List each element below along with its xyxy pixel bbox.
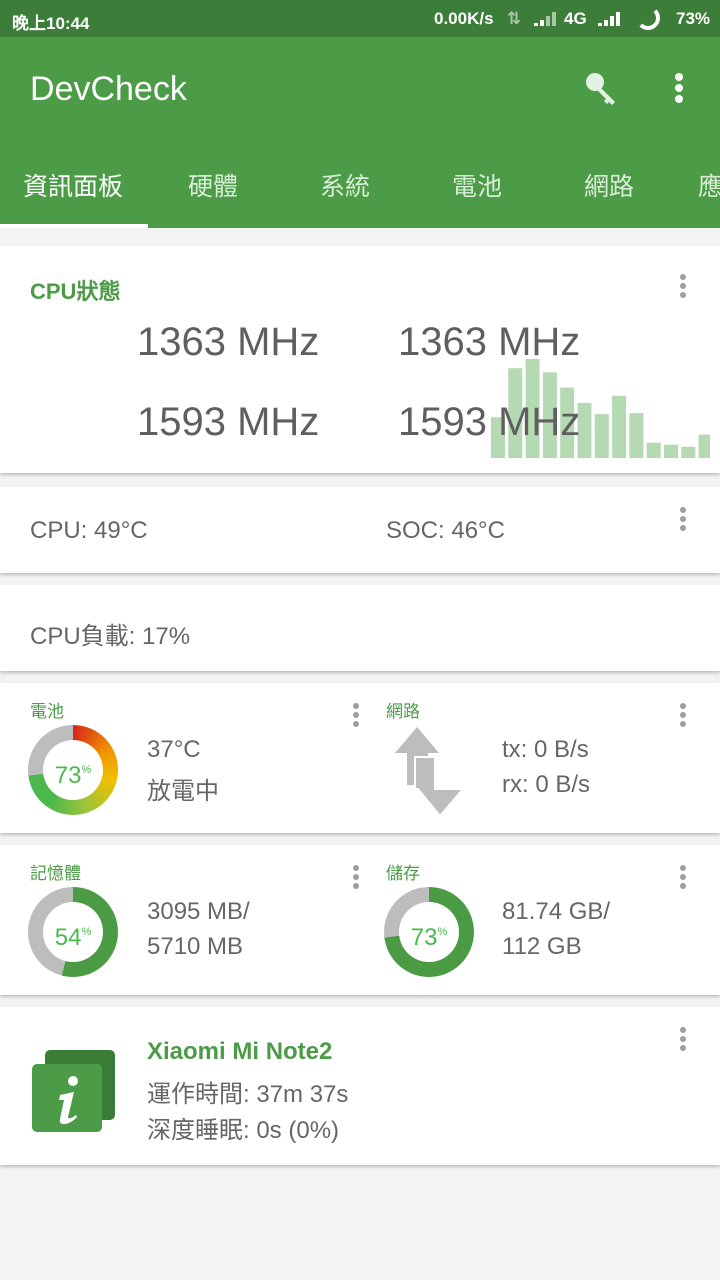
soc-temp: SOC: 46°C: [386, 517, 505, 544]
storage-title: 儲存: [386, 864, 420, 883]
network-arrows-icon: [395, 727, 465, 817]
memory-used: 3095 MB/: [147, 898, 250, 925]
device-menu-icon[interactable]: [673, 1025, 693, 1055]
cpu-load-chart: [491, 359, 710, 458]
cpu-load-card[interactable]: CPU負載: 17%: [0, 585, 720, 671]
battery-state: 放電中: [147, 778, 219, 805]
cpu-freq-core-3: 1593 MHz: [398, 400, 581, 444]
battery-ring-icon: [636, 6, 660, 30]
percent-unit: %: [81, 926, 92, 938]
battery-temp: 37°C: [147, 736, 201, 763]
storage-used: 81.74 GB/: [502, 898, 611, 925]
cpu-freq-core-1: 1363 MHz: [398, 320, 581, 364]
memory-total: 5710 MB: [147, 933, 244, 960]
app-bar: DevCheck 資訊面板 硬體 系統 電池 網路 應: [0, 37, 720, 228]
network-title: 網路: [386, 702, 420, 721]
device-info-icon: [32, 1050, 115, 1132]
status-bar: 晚上10:44 0.00K/s ⇅ 4G 73%: [0, 0, 720, 37]
battery-title: 電池: [30, 702, 64, 721]
tab-indicator: [0, 224, 148, 228]
uptime: 運作時間: 37m 37s: [147, 1081, 349, 1108]
cpu-load-bar: [491, 417, 505, 458]
cpu-load: CPU負載: 17%: [30, 623, 191, 650]
status-time: 晚上10:44: [12, 14, 90, 33]
cpu-load-bar: [508, 368, 523, 458]
data-arrows-icon: ⇅: [507, 9, 522, 28]
network-rx: rx: 0 B/s: [502, 771, 591, 798]
memory-donut[interactable]: 54%: [28, 887, 118, 977]
storage-total: 112 GB: [502, 933, 582, 960]
tab-network[interactable]: 網路: [584, 173, 635, 201]
cpu-status-card[interactable]: CPU狀態 1363 MHz 1363 MHz 1593 MHz 1593 MH…: [0, 246, 720, 473]
storage-percent-label: 73: [410, 924, 438, 951]
cpu-load-bar: [629, 413, 644, 458]
tab-system[interactable]: 系統: [320, 173, 371, 201]
cpu-load-bar: [681, 446, 696, 458]
device-name: Xiaomi Mi Note2: [147, 1038, 333, 1065]
network-menu-icon[interactable]: [673, 701, 693, 731]
device-card[interactable]: Xiaomi Mi Note2 運作時間: 37m 37s 深度睡眠: 0s (…: [0, 1007, 720, 1165]
cpu-load-bar: [594, 414, 609, 458]
storage-menu-icon[interactable]: [673, 863, 693, 893]
key-icon[interactable]: [584, 71, 620, 107]
net-speed: 0.00K/s: [434, 9, 494, 28]
battery-percent-label: 73: [54, 762, 82, 789]
cpu-temp: CPU: 49°C: [30, 517, 148, 544]
battery-menu-icon[interactable]: [346, 701, 366, 731]
cpu-load-bar: [560, 387, 575, 458]
cpu-load-bar: [698, 434, 710, 458]
network-type: 4G: [564, 9, 587, 28]
deep-sleep: 深度睡眠: 0s (0%): [147, 1117, 340, 1144]
battery-donut[interactable]: 73%: [28, 725, 118, 815]
cpu-load-bar: [542, 372, 557, 458]
memory-menu-icon[interactable]: [346, 863, 366, 893]
cpu-freq-core-2: 1593 MHz: [137, 400, 320, 444]
tab-apps[interactable]: 應: [698, 173, 720, 201]
tab-dashboard[interactable]: 資訊面板: [23, 173, 124, 201]
app-title: DevCheck: [30, 70, 187, 108]
cpu-load-bar: [612, 395, 627, 458]
tab-battery[interactable]: 電池: [452, 173, 503, 201]
memory-percent-label: 54: [54, 924, 82, 951]
cpu-load-bar: [664, 444, 678, 458]
memory-title: 記憶體: [30, 864, 81, 883]
memory-storage-card: 記憶體 54% 3095 MB/ 5710 MB 儲存 73% 81.74 GB…: [0, 845, 720, 995]
cpu-load-bar: [577, 402, 592, 458]
cpu-load-bar: [525, 359, 540, 458]
signal-icon: [534, 12, 556, 26]
percent-unit: %: [437, 926, 448, 938]
card-menu-icon[interactable]: [673, 505, 693, 535]
percent-unit: %: [81, 764, 92, 776]
signal-icon: [598, 12, 620, 26]
more-vert-icon[interactable]: [669, 72, 689, 106]
tab-hardware[interactable]: 硬體: [188, 173, 239, 201]
temperature-card[interactable]: CPU: 49°C SOC: 46°C: [0, 487, 720, 573]
cpu-load-bar: [646, 442, 661, 458]
cpu-freq-core-0: 1363 MHz: [137, 320, 320, 364]
cpu-status-title: CPU狀態: [30, 279, 121, 304]
battery-percent: 73%: [676, 9, 711, 28]
battery-network-card: 電池 73% 37°C 放電中 網路 tx: 0 B/s rx: 0 B/s: [0, 683, 720, 833]
network-tx: tx: 0 B/s: [502, 736, 589, 763]
card-menu-icon[interactable]: [673, 272, 693, 302]
storage-donut[interactable]: 73%: [384, 887, 474, 977]
